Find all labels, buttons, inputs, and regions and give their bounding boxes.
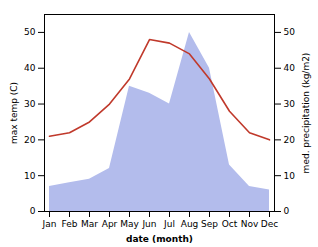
svg-text:Jan: Jan [42,219,57,229]
svg-text:Jun: Jun [141,219,156,229]
svg-text:date (month): date (month) [126,234,193,244]
svg-text:40: 40 [24,63,36,73]
svg-text:Sep: Sep [201,219,218,229]
svg-text:20: 20 [24,135,36,145]
svg-text:Oct: Oct [222,219,238,229]
svg-text:0: 0 [284,206,290,216]
svg-text:Apr: Apr [102,219,118,229]
svg-text:10: 10 [24,171,36,181]
svg-text:30: 30 [24,99,36,109]
svg-text:Jul: Jul [163,219,175,229]
svg-text:Feb: Feb [62,219,78,229]
svg-text:50: 50 [284,27,296,37]
svg-text:med. precipitation (kg/m2): med. precipitation (kg/m2) [301,53,311,174]
svg-text:Dec: Dec [261,219,278,229]
svg-text:max temp (C): max temp (C) [9,82,19,144]
svg-text:10: 10 [284,171,296,181]
svg-text:30: 30 [284,99,296,109]
svg-text:Aug: Aug [181,219,199,229]
svg-text:50: 50 [24,27,36,37]
svg-text:Nov: Nov [241,219,259,229]
svg-text:0: 0 [30,206,36,216]
svg-text:May: May [120,219,139,229]
svg-text:40: 40 [284,63,296,73]
svg-text:20: 20 [284,135,296,145]
svg-text:Mar: Mar [81,219,98,229]
